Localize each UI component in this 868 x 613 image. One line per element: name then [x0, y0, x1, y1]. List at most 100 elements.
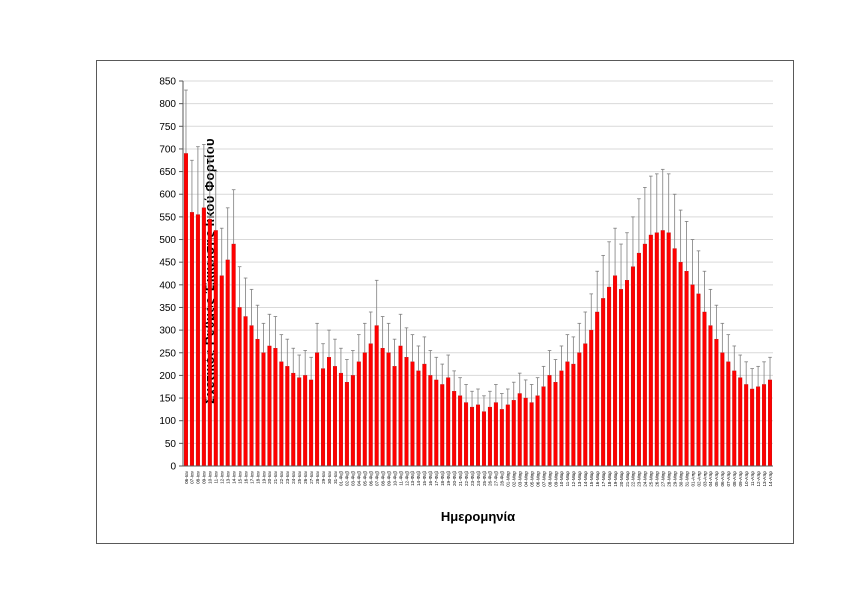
y-tick-label: 50 [165, 439, 177, 450]
x-tick-label: 01-Μαρ [506, 471, 511, 487]
x-tick-label: 07-Ιαν [190, 470, 195, 484]
x-tick-label: 18-Φεβ [440, 471, 445, 486]
bar [684, 271, 689, 467]
bar [571, 363, 576, 467]
x-tick-label: 27-Φεβ [494, 471, 499, 486]
bar [762, 384, 767, 467]
y-tick-label: 300 [159, 326, 176, 337]
bar [315, 352, 320, 467]
x-tick-label: 31-Μαρ [684, 471, 689, 487]
bar [619, 289, 624, 467]
bar [207, 218, 212, 467]
bar [279, 361, 284, 467]
bar [434, 379, 439, 467]
x-tick-label: 15-Ιαν [237, 470, 242, 484]
x-tick-label: 27-Ιαν [309, 470, 314, 484]
x-tick-label: 13-Απρ [762, 471, 767, 487]
bar [410, 361, 415, 467]
bar [386, 352, 391, 467]
bar [499, 409, 504, 467]
x-tick-label: 04-Απρ [708, 471, 713, 487]
bar [642, 243, 647, 467]
bar [398, 345, 403, 467]
x-tick-label: 23-Μαρ [637, 471, 642, 487]
bar [380, 348, 385, 467]
y-tick-label: 750 [159, 122, 176, 133]
y-tick-label: 800 [159, 99, 176, 110]
bar [458, 395, 463, 467]
bar [362, 352, 367, 467]
x-tick-label: 21-Μαρ [625, 471, 630, 487]
x-tick-label: 18-Ιαν [255, 470, 260, 484]
bar [714, 338, 719, 467]
x-tick-label: 17-Φεβ [434, 471, 439, 486]
x-tick-label: 07-Απρ [726, 471, 731, 487]
y-tick-label: 700 [159, 144, 176, 155]
x-tick-label: 14-Ιαν [231, 470, 236, 484]
bar [213, 230, 218, 467]
bar [607, 286, 612, 467]
bar [487, 406, 492, 467]
y-tick-label: 0 [170, 462, 176, 473]
x-tick-label: 08-Φεβ [380, 471, 385, 486]
bar [261, 352, 266, 467]
bar [601, 298, 606, 467]
bar [356, 361, 361, 467]
x-tick-label: 18-Μαρ [607, 471, 612, 487]
bar [702, 311, 707, 467]
bar [189, 212, 194, 467]
bar [243, 316, 248, 467]
bar [559, 370, 564, 467]
bar [547, 375, 552, 467]
x-tick-label: 31-Ιαν [333, 470, 338, 484]
x-tick-label: 15-Φεβ [422, 471, 427, 486]
x-tick-label: 09-Φεβ [386, 471, 391, 486]
bar [493, 402, 498, 467]
x-tick-label: 19-Μαρ [613, 471, 618, 487]
bar [225, 259, 230, 467]
x-tick-label: 26-Μαρ [655, 471, 660, 487]
bar [392, 366, 397, 467]
x-tick-label: 10-Ιαν [208, 470, 213, 484]
bar [577, 352, 582, 467]
y-tick-label: 100 [159, 416, 176, 427]
x-tick-label: 09-Απρ [738, 471, 743, 487]
bar [523, 397, 528, 467]
x-tick-label: 08-Απρ [732, 471, 737, 487]
bar [553, 382, 558, 467]
x-tick-label: 23-Ιαν [285, 470, 290, 484]
x-tick-label: 03-Μαρ [518, 471, 523, 487]
bar [452, 391, 457, 467]
x-tick-label: 11-Απρ [750, 471, 755, 487]
x-tick-label: 03-Φεβ [351, 471, 356, 486]
x-tick-label: 30-Ιαν [327, 470, 332, 484]
y-tick-label: 500 [159, 235, 176, 246]
bar [690, 284, 695, 467]
x-axis-title: Ημερομηνία [440, 509, 516, 524]
x-tick-label: 13-Ιαν [225, 470, 230, 484]
bar [505, 404, 510, 467]
x-tick-label: 12-Μαρ [571, 471, 576, 487]
bar [195, 214, 200, 467]
x-tick-label: 02-Απρ [696, 471, 701, 487]
bar [750, 388, 755, 467]
x-tick-label: 15-Μαρ [589, 471, 594, 487]
x-tick-label: 26-Φεβ [488, 471, 493, 486]
x-tick-label: 06-Απρ [720, 471, 725, 487]
bar [267, 345, 272, 467]
x-tick-label: 01-Απρ [690, 471, 695, 487]
x-tick-label: 25-Μαρ [649, 471, 654, 487]
bar [338, 372, 343, 467]
bar [768, 379, 773, 467]
bar [404, 357, 409, 467]
bar [183, 153, 188, 467]
x-tick-label: 24-Ιαν [291, 470, 296, 484]
bar [660, 230, 665, 467]
x-tick-label: 04-Μαρ [523, 471, 528, 487]
x-tick-label: 13-Μαρ [577, 471, 582, 487]
bar [648, 234, 653, 467]
x-tick-label: 14-Μαρ [583, 471, 588, 487]
x-tick-label: 29-Μαρ [672, 471, 677, 487]
bar [219, 275, 224, 467]
x-tick-label: 27-Μαρ [661, 471, 666, 487]
